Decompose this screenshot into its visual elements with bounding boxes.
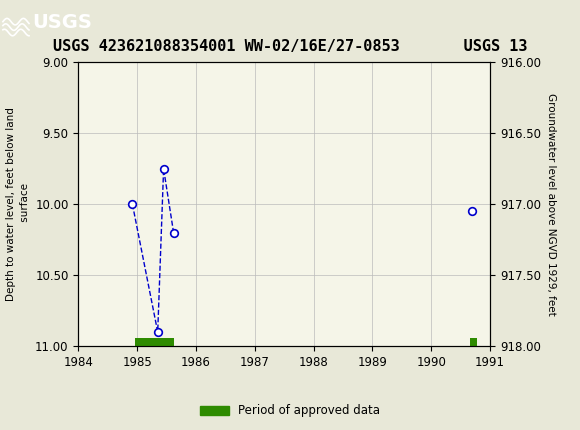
Bar [470,338,477,346]
Text: USGS 423621088354001 WW-02/16E/27-0853       USGS 13: USGS 423621088354001 WW-02/16E/27-0853 U… [53,39,527,54]
Bar [135,338,173,346]
Text: USGS: USGS [32,13,92,32]
Y-axis label: Depth to water level, feet below land
 surface: Depth to water level, feet below land su… [6,108,30,301]
Y-axis label: Groundwater level above NGVD 1929, feet: Groundwater level above NGVD 1929, feet [546,93,556,316]
Legend: Period of approved data: Period of approved data [195,399,385,422]
